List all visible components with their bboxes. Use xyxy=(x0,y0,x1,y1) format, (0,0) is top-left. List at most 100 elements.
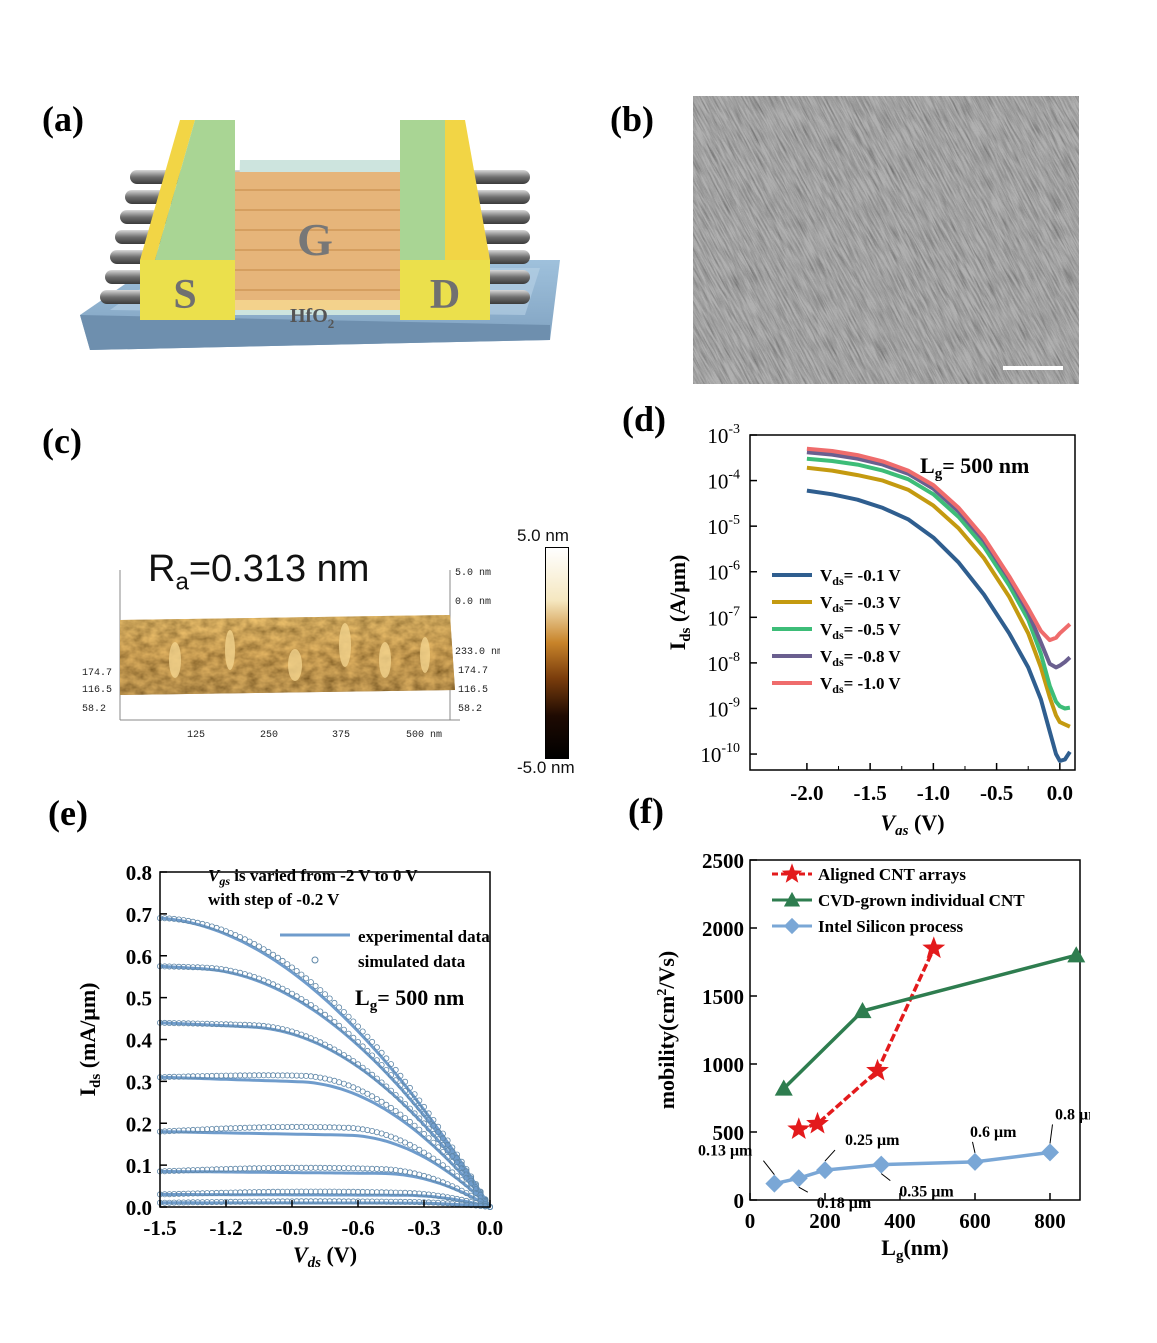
chart-e-simulated-point xyxy=(411,1122,418,1129)
chart-e-experimental-curve xyxy=(159,964,492,1208)
chart-e-simulated-point xyxy=(284,1123,291,1130)
chart-e-simulated-point xyxy=(251,941,258,948)
chart-e-simulated-point xyxy=(251,1198,258,1205)
chart-e-simulated-point xyxy=(345,1013,352,1020)
chart-e-simulated-point xyxy=(406,1105,413,1112)
chart-f-point-label: 0.35 μm xyxy=(899,1184,954,1201)
chart-e-simulated-point xyxy=(326,1015,333,1022)
chart-e-simulated-point xyxy=(265,1165,272,1172)
chart-e-x-tick-label: -0.3 xyxy=(407,1216,440,1240)
chart-d-y-tick-label: 10-3 xyxy=(707,422,740,448)
chart-e-simulated-point xyxy=(420,1190,427,1197)
chart-e-simulated-point xyxy=(246,938,253,945)
chart-e-x-axis-label: Vds (V) xyxy=(293,1242,357,1271)
chart-e-simulated-point xyxy=(468,1185,475,1192)
chart-e-simulated-point xyxy=(279,985,286,992)
chart-e-y-tick-label: 0.1 xyxy=(126,1154,152,1178)
chart-e-simulated-point xyxy=(449,1158,456,1165)
chart-e-simulated-point xyxy=(364,1198,371,1205)
chart-e-simulated-point xyxy=(392,1066,399,1073)
chart-e-simulated-point xyxy=(331,1124,338,1131)
substrate-edge xyxy=(80,315,550,350)
chart-e-simulated-point xyxy=(354,1086,361,1093)
chart-d-legend-label: Vds= -1.0 V xyxy=(820,674,901,696)
chart-e-y-tick-label: 0.3 xyxy=(126,1070,152,1094)
chart-e-note-line2: with step of -0.2 V xyxy=(208,890,340,909)
chart-e-x-tick-label: -1.5 xyxy=(143,1216,176,1240)
chart-e-simulated-point xyxy=(232,1165,239,1172)
chart-d-x-tick-label: 0.0 xyxy=(1047,781,1073,805)
chart-e-simulated-point xyxy=(298,1072,305,1079)
chart-e-simulated-point xyxy=(255,1198,262,1205)
chart-e-simulated-point xyxy=(298,1188,305,1195)
chart-e-simulated-point xyxy=(416,1115,423,1122)
chart-e-simulated-point xyxy=(354,1023,361,1030)
colorbar-max-label: 5.0 nm xyxy=(517,526,569,545)
chart-e-simulated-point xyxy=(411,1144,418,1151)
chart-e-x-tick-label: 0.0 xyxy=(477,1216,503,1240)
chart-e-simulated-point xyxy=(241,1124,248,1131)
chart-e-simulated-point xyxy=(265,1124,272,1131)
chart-e-simulated-point xyxy=(369,1127,376,1134)
svg-text:0.0 nm: 0.0 nm xyxy=(455,597,491,608)
chart-e-simulated-point xyxy=(260,1022,267,1029)
chart-e-simulated-point xyxy=(199,1126,206,1133)
chart-f-legend-marker xyxy=(783,891,801,907)
chart-e-simulated-point xyxy=(359,1126,366,1133)
chart-e-simulated-point xyxy=(458,1187,465,1194)
chart-e-simulated-point xyxy=(364,1188,371,1195)
chart-e-simulated-point xyxy=(373,1095,380,1102)
chart-e-simulated-point xyxy=(406,1141,413,1148)
chart-e-simulated-point xyxy=(241,1072,248,1079)
chart-e-simulated-point xyxy=(331,1188,338,1195)
chart-e-simulated-point xyxy=(420,1120,427,1127)
chart-e-simulated-point xyxy=(246,1072,253,1079)
chart-d-series-line xyxy=(806,465,1071,729)
chart-e-simulated-point xyxy=(166,1128,173,1135)
chart-e-simulated-point xyxy=(265,948,272,955)
chart-e-simulated-point xyxy=(180,963,187,970)
chart-d-series-line xyxy=(806,446,1072,643)
chart-e-simulated-point xyxy=(392,1167,399,1174)
chart-e-simulated-point xyxy=(411,1099,418,1106)
chart-e-simulated-point xyxy=(463,1190,470,1197)
chart-e-simulated-point xyxy=(307,1164,314,1171)
chart-e-simulated-point xyxy=(260,1165,267,1172)
sem-image xyxy=(693,96,1079,384)
chart-e-simulated-point xyxy=(383,1066,390,1073)
chart-f-y-tick-label: 2500 xyxy=(702,849,744,873)
chart-e-simulated-point xyxy=(411,1091,418,1098)
chart-e-simulated-point xyxy=(420,1110,427,1117)
chart-f-point xyxy=(789,1169,808,1188)
chart-e-simulated-point xyxy=(411,1190,418,1197)
chart-e-simulated-point xyxy=(260,1188,267,1195)
chart-e-simulated-point xyxy=(359,1064,366,1071)
chart-e-simulated-point xyxy=(227,1072,234,1079)
chart-e-simulated-point xyxy=(307,1073,314,1080)
chart-e-simulated-point xyxy=(190,1167,197,1174)
chart-e-simulated-point xyxy=(251,1124,258,1131)
chart-f-point-label-arrow xyxy=(798,1186,809,1193)
chart-e-simulated-point xyxy=(303,1164,310,1171)
chart-e-simulated-point xyxy=(241,1165,248,1172)
chart-e-simulated-point xyxy=(270,1188,277,1195)
chart-e-experimental-curve xyxy=(159,1169,491,1209)
chart-e-simulated-point xyxy=(161,1191,168,1198)
chart-e-y-tick-label: 0.4 xyxy=(126,1029,153,1053)
chart-e-simulated-point xyxy=(251,1022,258,1029)
chart-transfer-characteristics: -2.0 -1.5 -1.0 -0.5 0.0 10-3 10-4 10-5 10-6 10-7… xyxy=(665,422,1076,835)
chart-e-simulated-point xyxy=(161,1168,168,1175)
chart-e-simulated-point xyxy=(354,1038,361,1045)
chart-e-simulated-point xyxy=(364,1090,371,1097)
chart-d-x-tick-label: -0.5 xyxy=(980,781,1013,805)
chart-e-simulated-point xyxy=(345,1188,352,1195)
chart-output-characteristics: -1.5 -1.2 -0.9 -0.6 -0.3 0.0 0.0 0.1 0.2 0.3 0.4 0… xyxy=(75,861,503,1271)
chart-e-simulated-point xyxy=(284,1072,291,1079)
chart-e-simulated-point xyxy=(425,1135,432,1142)
chart-d-x-axis-label: Vgs (V) xyxy=(880,810,944,835)
chart-e-simulated-point xyxy=(274,1072,281,1079)
chart-e-y-tick-label: 0.2 xyxy=(126,1112,152,1136)
chart-e-simulated-point xyxy=(298,971,305,978)
chart-f-point-label-arrow xyxy=(1049,1124,1053,1144)
chart-e-simulated-point xyxy=(416,1199,423,1206)
